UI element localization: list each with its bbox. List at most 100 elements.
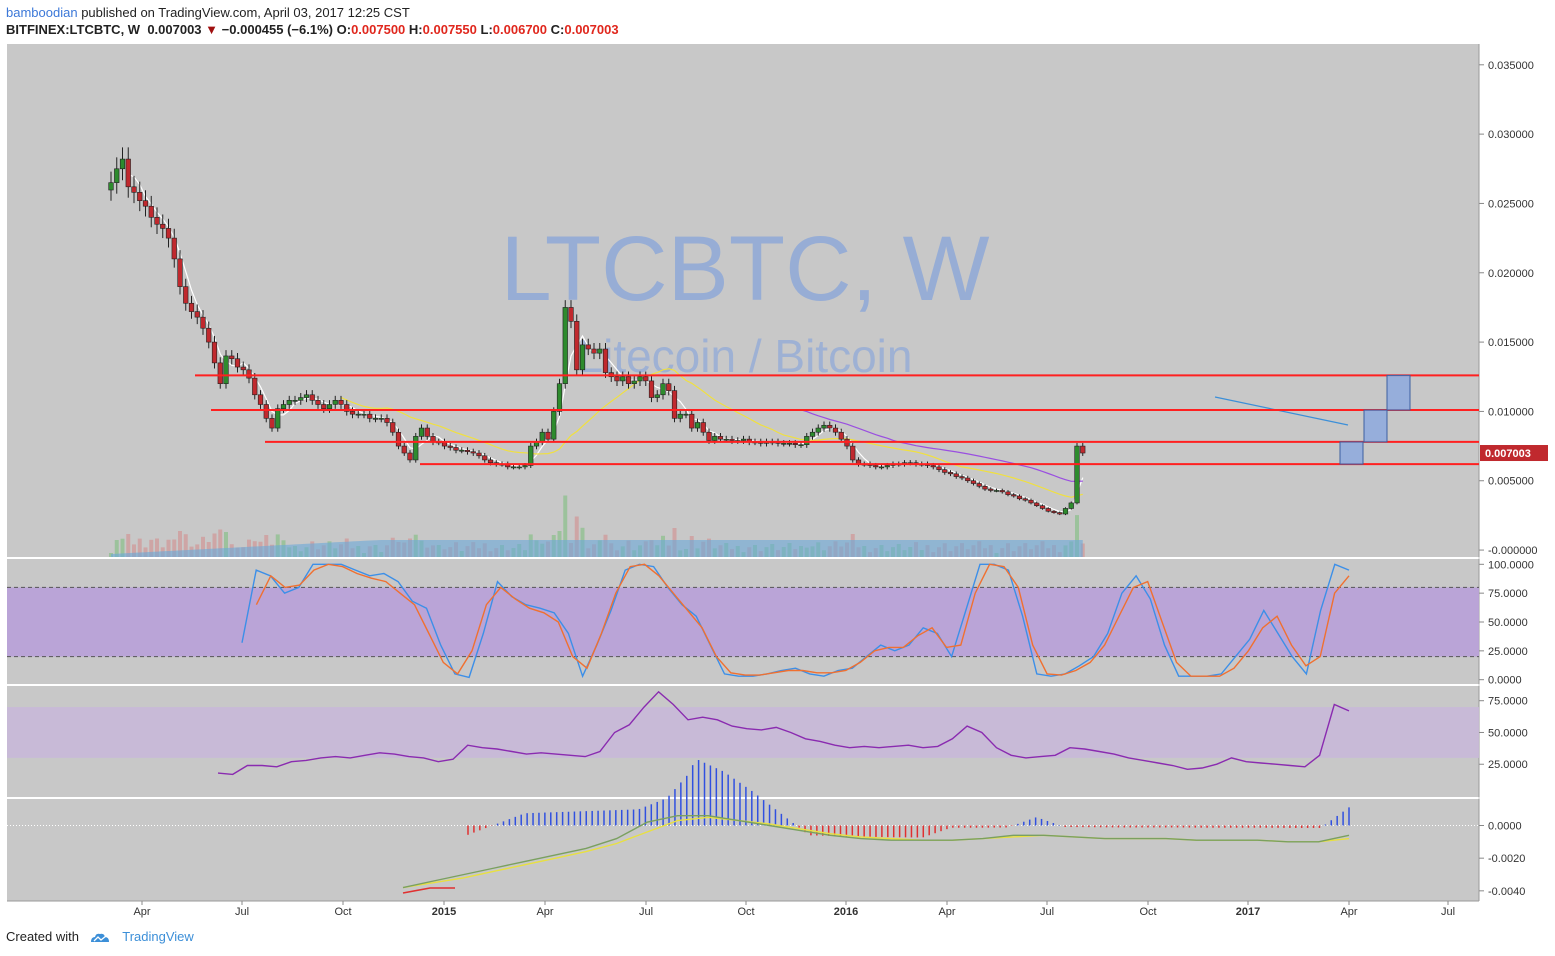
candle-body bbox=[930, 465, 936, 468]
candle-body bbox=[706, 431, 712, 441]
candle-body bbox=[510, 466, 517, 469]
projection-box bbox=[1363, 409, 1388, 443]
ma-slow-line bbox=[340, 368, 1083, 498]
candle-body bbox=[1057, 512, 1063, 515]
candle-body bbox=[1034, 502, 1040, 507]
candle-body bbox=[137, 192, 143, 201]
candle-body bbox=[988, 488, 994, 491]
price-pane[interactable] bbox=[7, 44, 1479, 557]
volume-bar bbox=[149, 539, 154, 557]
candle-body bbox=[119, 158, 126, 170]
price-tick-label: 0.030000 bbox=[1488, 129, 1534, 141]
candle-body bbox=[390, 422, 396, 433]
candle-body bbox=[947, 472, 954, 475]
candle-body bbox=[453, 447, 459, 451]
candle-body bbox=[878, 466, 885, 469]
candle-body bbox=[424, 427, 430, 437]
candle-body bbox=[1039, 505, 1046, 509]
time-tick-label: Oct bbox=[737, 906, 754, 918]
indicator-tick-label: 25.0000 bbox=[1488, 759, 1528, 771]
candle-body bbox=[372, 418, 379, 420]
candle-body bbox=[114, 168, 120, 183]
candle-body bbox=[315, 400, 321, 405]
candle-body bbox=[1062, 508, 1069, 515]
candle-body bbox=[689, 413, 695, 429]
candle-body bbox=[171, 237, 177, 260]
candle-body bbox=[234, 358, 241, 368]
watermark-symbol: LTCBTC, W bbox=[501, 218, 990, 320]
candle-body bbox=[482, 455, 488, 461]
candle-body bbox=[332, 400, 338, 405]
candle-body bbox=[654, 394, 660, 398]
candle-body bbox=[999, 490, 1005, 493]
candle-body bbox=[459, 449, 465, 452]
last-price-label: 0.007003 bbox=[1485, 448, 1531, 460]
candle-body bbox=[683, 413, 689, 416]
stoch-d-line bbox=[255, 563, 1350, 677]
candle-body bbox=[131, 186, 137, 193]
macd-pane[interactable] bbox=[7, 799, 1479, 901]
indicator-tick-label: 0.0000 bbox=[1488, 675, 1522, 687]
candle-body bbox=[620, 376, 626, 382]
candle-body bbox=[211, 341, 218, 364]
tradingview-link[interactable]: TradingView bbox=[122, 929, 194, 944]
author-link[interactable]: bamboodian bbox=[6, 5, 78, 20]
candle-body bbox=[809, 431, 816, 437]
candle-body bbox=[528, 445, 534, 466]
volume-bar bbox=[201, 536, 205, 557]
candle-body bbox=[407, 452, 413, 461]
candle-body bbox=[194, 311, 200, 318]
price-tick-label: 0.005000 bbox=[1488, 476, 1534, 488]
resistance-lines[interactable] bbox=[195, 374, 1479, 466]
candle-body bbox=[959, 476, 965, 479]
candle-body bbox=[177, 258, 183, 287]
indicator-tick-label: -0.0040 bbox=[1488, 886, 1525, 898]
candle-body bbox=[643, 376, 649, 382]
candle-body bbox=[298, 397, 304, 401]
indicator-tick-label: 0.0000 bbox=[1488, 821, 1522, 833]
price-change: −0.000455 (−6.1%) bbox=[221, 22, 333, 37]
rsi-indicator: 75.0000 50.0000 25.0000 bbox=[7, 690, 1528, 776]
last-price: 0.007003 bbox=[147, 22, 202, 37]
candle-body bbox=[188, 302, 195, 312]
volume-bar bbox=[166, 539, 171, 557]
candle-body bbox=[1068, 502, 1074, 509]
candle-body bbox=[579, 344, 586, 371]
high-label: H: bbox=[408, 22, 423, 37]
time-tick-label: Apr bbox=[1340, 906, 1357, 918]
time-tick-label: Jul bbox=[235, 906, 249, 918]
projection-boxes[interactable] bbox=[1339, 374, 1411, 465]
high-value: 0.007550 bbox=[422, 22, 477, 37]
candle-body bbox=[614, 376, 620, 382]
volume-bar bbox=[224, 532, 228, 557]
candle-body bbox=[942, 469, 948, 473]
time-tick-label: Apr bbox=[536, 906, 553, 918]
candle-body bbox=[269, 418, 275, 429]
created-with-label: Created with bbox=[6, 929, 79, 944]
candle-body bbox=[148, 205, 154, 218]
candle-body bbox=[487, 459, 494, 464]
candle-body bbox=[936, 466, 942, 470]
indicator-tick-label: 75.0000 bbox=[1488, 588, 1528, 600]
candle-body bbox=[729, 438, 735, 441]
candle-body bbox=[321, 404, 327, 409]
publish-info: bamboodian published on TradingView.com,… bbox=[6, 4, 410, 22]
low-value: 0.006700 bbox=[492, 22, 548, 37]
volume-bar bbox=[183, 534, 188, 557]
volume-bar bbox=[155, 538, 159, 557]
volume-bar bbox=[212, 533, 217, 557]
candle-body bbox=[229, 355, 235, 360]
candle-body bbox=[574, 320, 580, 371]
candle-body bbox=[338, 400, 344, 405]
indicator-tick-label: -0.0020 bbox=[1488, 853, 1525, 865]
footer: Created with TradingView bbox=[6, 929, 194, 944]
time-tick-label: Apr bbox=[133, 906, 150, 918]
candle-body bbox=[597, 348, 603, 354]
candle-body bbox=[884, 465, 890, 468]
macd-indicator: 0.0000 -0.0020 -0.0040 bbox=[7, 760, 1525, 898]
time-tick-label: Jul bbox=[1441, 906, 1455, 918]
candle-body bbox=[378, 418, 384, 420]
volume-bar bbox=[172, 539, 177, 557]
candle-body bbox=[1011, 494, 1017, 497]
